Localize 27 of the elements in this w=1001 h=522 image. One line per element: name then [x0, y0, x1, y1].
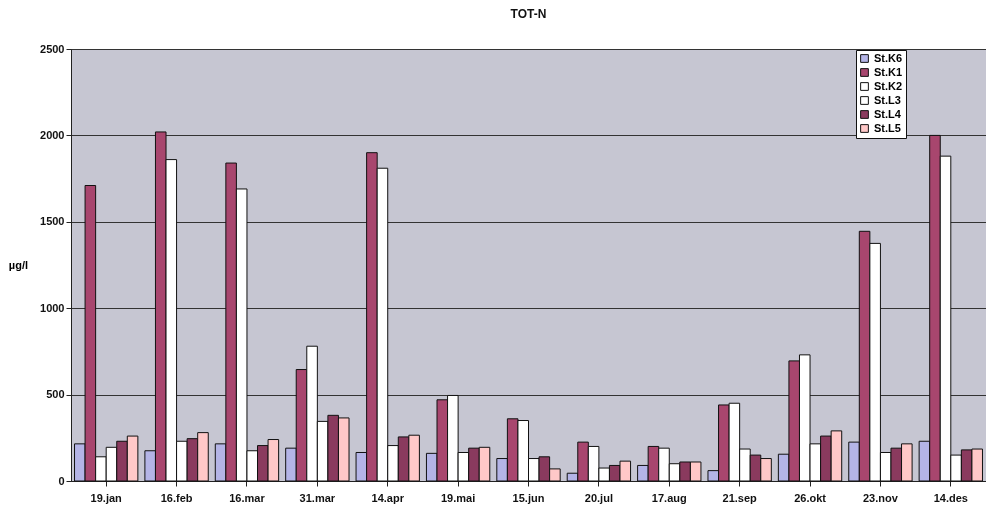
- y-tick-label: 0: [58, 474, 65, 487]
- y-axis-title: µg/l: [8, 258, 29, 271]
- y-tick-label: 500: [46, 388, 65, 401]
- y-tick-label: 2500: [40, 42, 65, 55]
- legend-label: St.L3: [874, 93, 901, 106]
- x-tick-label: 19.jan: [90, 491, 123, 504]
- x-tick-label: 14.des: [933, 491, 968, 504]
- x-tick-label: 31.mar: [299, 491, 336, 504]
- legend-label: St.K1: [874, 65, 903, 78]
- x-tick-label: 21.sep: [722, 491, 758, 504]
- x-tick-label: 20.jul: [584, 491, 613, 504]
- x-tick-label: 19.mai: [440, 491, 476, 504]
- y-tick-label: 2000: [40, 128, 65, 141]
- legend-label: St.L4: [874, 107, 902, 120]
- legend-label: St.L5: [874, 121, 901, 134]
- x-tick-label: 26.okt: [794, 491, 827, 504]
- x-tick-label: 14.apr: [371, 491, 405, 504]
- x-tick-label: 16.mar: [229, 491, 266, 504]
- legend-label: St.K2: [874, 79, 903, 92]
- chart-title: TOT-N: [510, 7, 547, 21]
- x-tick-label: 17.aug: [651, 491, 687, 504]
- y-tick-label: 1500: [40, 215, 65, 228]
- x-tick-label: 15.jun: [512, 491, 545, 504]
- x-tick-label: 16.feb: [160, 491, 193, 504]
- legend-label: St.K6: [874, 51, 903, 64]
- x-tick-label: 23.nov: [862, 491, 899, 504]
- y-tick-label: 1000: [40, 301, 65, 314]
